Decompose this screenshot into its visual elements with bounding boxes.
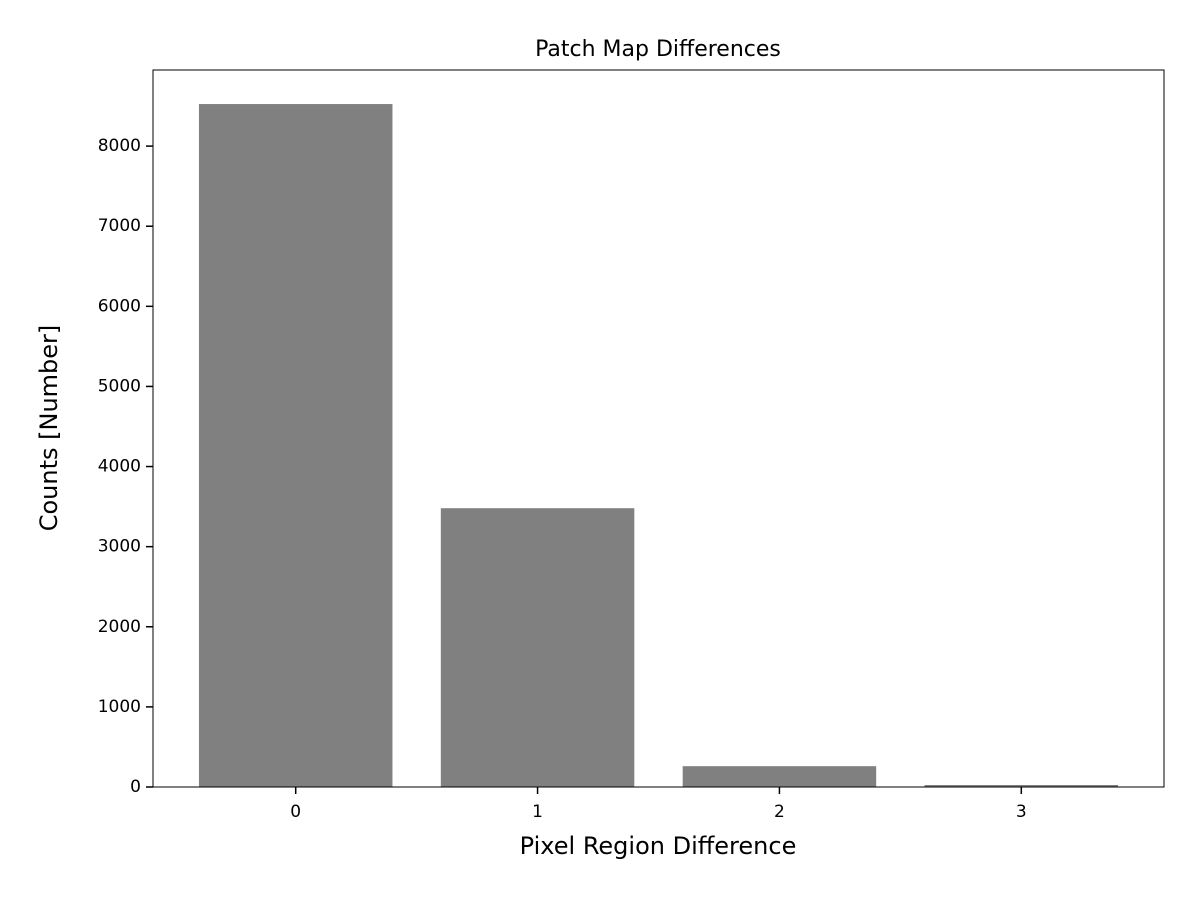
- chart-title: Patch Map Differences: [535, 37, 781, 62]
- y-tick-label: 2000: [98, 617, 141, 637]
- bar: [682, 766, 877, 787]
- y-tick-label: 8000: [98, 136, 141, 156]
- y-tick-label: 7000: [98, 216, 141, 236]
- bar: [198, 104, 393, 787]
- y-axis-label: Counts [Number]: [35, 325, 63, 532]
- y-tick-label: 0: [130, 777, 141, 797]
- x-tick-label: 0: [290, 802, 301, 822]
- bar: [924, 784, 1119, 787]
- y-tick-label: 1000: [98, 697, 141, 717]
- plot-frame: [152, 69, 1165, 788]
- x-tick-label: 1: [532, 802, 543, 822]
- x-axis-label: Pixel Region Difference: [520, 832, 797, 860]
- x-tick-label: 3: [1016, 802, 1027, 822]
- y-tick-label: 4000: [98, 457, 141, 477]
- bar: [440, 508, 635, 787]
- y-tick-label: 6000: [98, 296, 141, 316]
- x-tick-label: 2: [774, 802, 785, 822]
- y-tick-label: 3000: [98, 537, 141, 557]
- y-tick-label: 5000: [98, 376, 141, 396]
